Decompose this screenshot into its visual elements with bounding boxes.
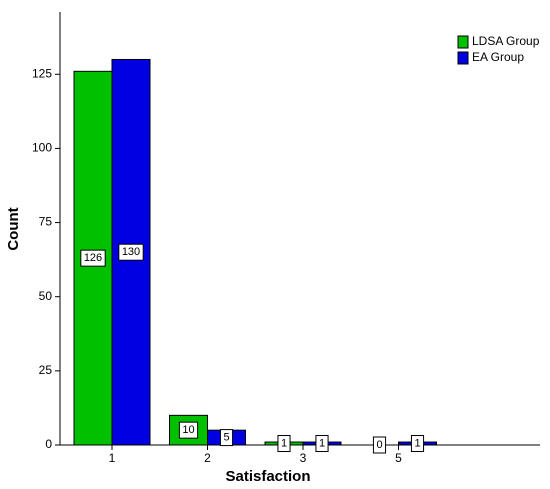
value-label: 1 bbox=[414, 437, 420, 449]
value-label: 1 bbox=[281, 437, 287, 449]
y-tick-label: 50 bbox=[39, 289, 53, 303]
value-label-box bbox=[372, 436, 387, 454]
value-label: 5 bbox=[223, 431, 229, 443]
value-label-box bbox=[315, 435, 329, 453]
value-label-box bbox=[118, 243, 144, 261]
x-tick-label: 3 bbox=[300, 451, 307, 465]
value-label-box bbox=[80, 249, 106, 267]
value-label: 126 bbox=[84, 252, 102, 264]
value-label-box bbox=[410, 435, 425, 453]
x-axis-title: Satisfaction bbox=[225, 468, 310, 485]
value-label: 1 bbox=[319, 437, 325, 449]
y-tick-label: 25 bbox=[39, 363, 53, 377]
value-label-box bbox=[277, 435, 291, 453]
y-tick-label: 125 bbox=[32, 66, 52, 80]
legend-label: EA Group bbox=[472, 50, 524, 64]
legend-swatch bbox=[457, 35, 469, 49]
value-label: 130 bbox=[122, 246, 140, 258]
value-label-box bbox=[178, 421, 199, 439]
value-label: 0 bbox=[376, 439, 382, 451]
y-tick-label: 100 bbox=[32, 141, 52, 155]
x-tick-label: 1 bbox=[109, 451, 116, 465]
value-label: 10 bbox=[182, 424, 194, 436]
y-tick-label: 75 bbox=[39, 215, 53, 229]
y-axis-title: Count bbox=[5, 207, 22, 250]
x-tick-label: 2 bbox=[204, 451, 211, 465]
x-tick-label: 5 bbox=[395, 451, 402, 465]
legend-swatch bbox=[457, 51, 469, 65]
y-tick-label: 0 bbox=[45, 437, 52, 451]
value-label-box bbox=[219, 429, 234, 447]
legend-label: LDSA Group bbox=[472, 34, 540, 48]
